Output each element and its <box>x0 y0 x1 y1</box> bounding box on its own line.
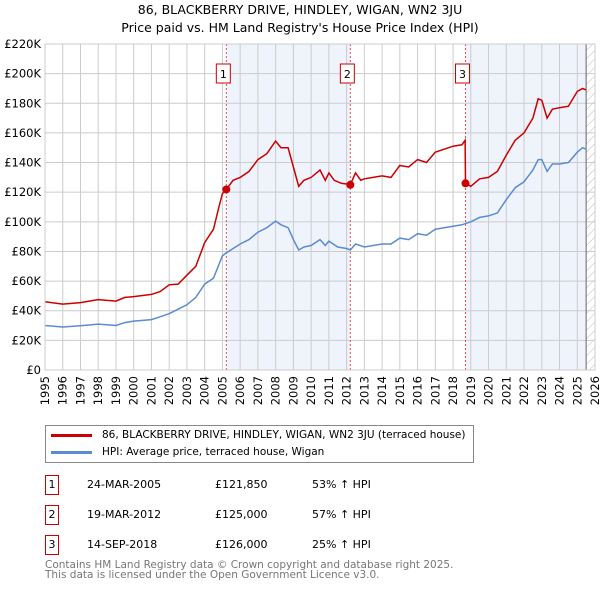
x-tick-label: 2015 <box>393 376 407 405</box>
y-tick-label: £40K <box>12 304 42 318</box>
sale-hpi: 57% ↑ HPI <box>312 508 371 521</box>
sale-price: £121,850 <box>215 478 268 491</box>
sale-label-box <box>215 63 231 84</box>
sale-point <box>222 185 231 194</box>
legend-label: HPI: Average price, terraced house, Wiga… <box>102 446 325 458</box>
y-tick-label: £200K <box>4 67 41 81</box>
x-tick-label: 1997 <box>73 376 87 405</box>
sale-date: 19-MAR-2012 <box>87 508 162 521</box>
y-tick-label: £80K <box>12 244 42 258</box>
x-tick-label: 2022 <box>517 376 531 405</box>
sale-marker: 2 <box>45 505 59 525</box>
x-tick-label: 2021 <box>499 376 513 405</box>
x-tick-label: 2004 <box>198 376 212 405</box>
legend-swatch <box>51 450 92 454</box>
legend-swatch <box>51 433 92 437</box>
x-tick-label: 2024 <box>553 376 567 405</box>
chart-title: 86, BLACKBERRY DRIVE, HINDLEY, WIGAN, WN… <box>137 2 463 17</box>
y-tick-label: £100K <box>4 215 41 229</box>
y-tick-label: £140K <box>4 156 41 170</box>
property-line <box>44 87 587 305</box>
sale-hpi: 53% ↑ HPI <box>312 478 371 491</box>
sale-hpi: 25% ↑ HPI <box>312 538 371 551</box>
sale-marker: 3 <box>45 535 59 555</box>
x-tick-label: 2002 <box>162 376 176 405</box>
y-tick-label: £120K <box>4 185 41 199</box>
sale-date: 24-MAR-2005 <box>87 478 162 491</box>
x-tick-label: 2013 <box>357 376 371 405</box>
x-tick-label: 2006 <box>233 376 247 405</box>
shade-region <box>226 44 351 370</box>
x-tick-label: 2014 <box>375 376 389 405</box>
sale-row: 3 14-SEP-2018 £126,000 25% ↑ HPI <box>45 535 465 555</box>
y-tick-label: £220K <box>4 37 41 51</box>
x-tick-label: 2018 <box>446 376 460 405</box>
x-tick-label: 2016 <box>411 376 425 405</box>
plot-border <box>44 43 596 371</box>
sale-label: 2 <box>344 68 351 81</box>
shade-region <box>465 44 587 370</box>
sale-label-box <box>454 63 470 84</box>
x-tick-label: 2019 <box>464 376 478 405</box>
x-tick-label: 1995 <box>38 376 52 405</box>
footer: Contains HM Land Registry data © Crown c… <box>45 559 454 581</box>
sale-date: 14-SEP-2018 <box>87 538 158 551</box>
x-tick-label: 2001 <box>144 376 158 405</box>
x-tick-label: 2023 <box>535 376 549 405</box>
x-tick-label: 2008 <box>269 376 283 405</box>
sale-marker: 1 <box>45 475 59 495</box>
legend-item-hpi: HPI: Average price, terraced house, Wiga… <box>51 446 324 458</box>
x-tick-label: 2005 <box>215 376 229 405</box>
x-tick-label: 2026 <box>588 376 600 405</box>
legend-label: 86, BLACKBERRY DRIVE, HINDLEY, WIGAN, WN… <box>102 429 466 441</box>
x-tick-label: 2010 <box>304 376 318 405</box>
footer-line: Contains HM Land Registry data © Crown c… <box>45 559 454 571</box>
sale-label: 3 <box>459 68 466 81</box>
x-tick-label: 2003 <box>180 376 194 405</box>
x-tick-label: 2012 <box>340 376 354 405</box>
y-tick-label: £0 <box>26 363 41 377</box>
chart-subtitle: Price paid vs. HM Land Registry's House … <box>121 20 479 35</box>
footer-line: This data is licensed under the Open Gov… <box>45 569 380 581</box>
x-tick-label: 1996 <box>56 376 70 405</box>
future-hatch <box>586 44 595 370</box>
x-tick-label: 2007 <box>251 376 265 405</box>
y-tick-label: £60K <box>12 274 42 288</box>
chart-plot: 1995 1996 1997 1998 1999 2000 2001 2002 2003 2004… <box>4 37 600 405</box>
x-tick-label: 2020 <box>482 376 496 405</box>
sale-label-box <box>339 63 355 84</box>
sale-price: £126,000 <box>215 538 268 551</box>
sale-point <box>461 179 470 188</box>
sale-label: 1 <box>220 68 227 81</box>
x-tick-label: 1999 <box>109 376 123 405</box>
x-tick-label: 2009 <box>286 376 300 405</box>
x-tick-label: 2011 <box>322 376 336 405</box>
hpi-line <box>44 146 587 328</box>
x-tick-label: 2000 <box>127 376 141 405</box>
legend-item-property: 86, BLACKBERRY DRIVE, HINDLEY, WIGAN, WN… <box>51 429 465 441</box>
x-tick-label: 1998 <box>91 376 105 405</box>
legend: 86, BLACKBERRY DRIVE, HINDLEY, WIGAN, WN… <box>45 425 474 463</box>
sale-price: £125,000 <box>215 508 268 521</box>
y-tick-label: £180K <box>4 96 41 110</box>
y-tick-label: £160K <box>4 126 41 140</box>
sale-row: 1 24-MAR-2005 £121,850 53% ↑ HPI <box>45 475 465 495</box>
sale-point <box>346 180 355 189</box>
x-tick-label: 2025 <box>570 376 584 405</box>
x-tick-label: 2017 <box>428 376 442 405</box>
y-tick-label: £20K <box>12 333 42 347</box>
sale-row: 2 19-MAR-2012 £125,000 57% ↑ HPI <box>45 505 465 525</box>
